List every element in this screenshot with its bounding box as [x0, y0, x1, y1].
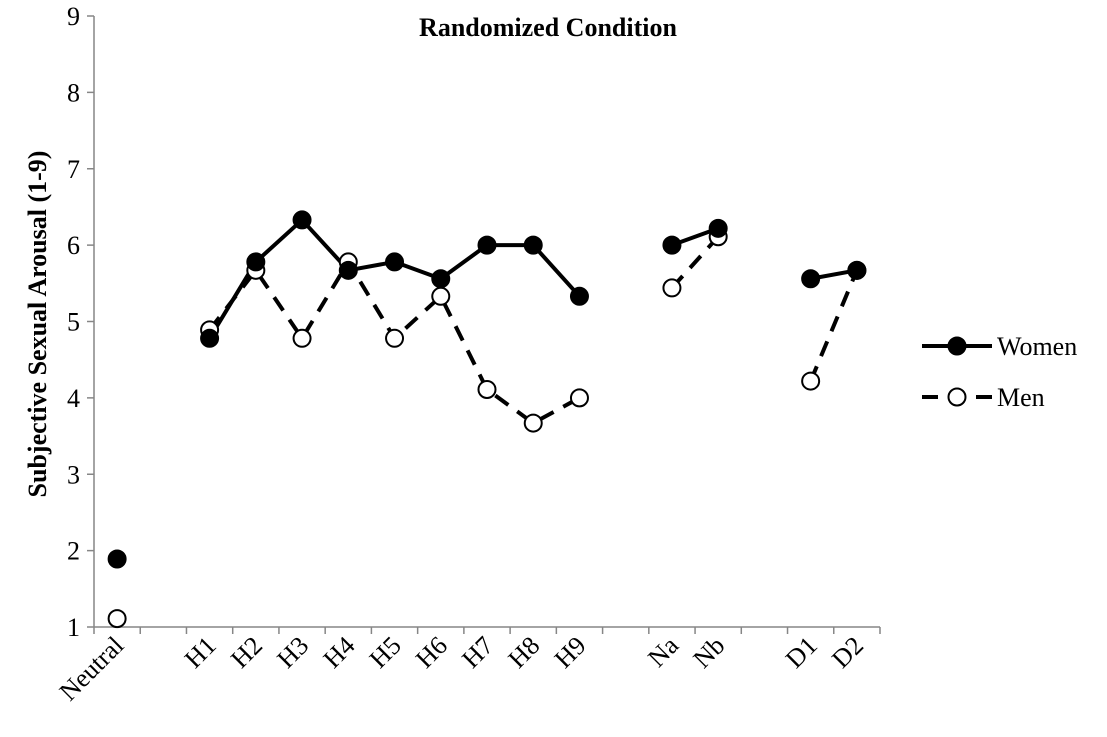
data-point-women — [246, 252, 266, 272]
y-tick-label: 3 — [67, 460, 80, 489]
data-point-men — [569, 388, 589, 408]
legend-item-men: Men — [922, 383, 1045, 412]
data-point-women — [708, 218, 728, 238]
x-tick-label: D1 — [780, 631, 823, 674]
y-tick-label: 5 — [67, 308, 80, 337]
data-point-men — [523, 413, 543, 433]
data-point-men — [292, 328, 312, 348]
x-tick-label: H1 — [179, 631, 222, 674]
y-tick-label: 1 — [67, 613, 80, 642]
data-point-women — [385, 252, 405, 272]
legend-label: Men — [997, 383, 1045, 412]
data-point-women — [801, 269, 821, 289]
x-tick-label: Na — [642, 630, 684, 672]
data-point-women — [477, 235, 497, 255]
x-tick-label: H5 — [364, 631, 407, 674]
x-tick-label: Neutral — [54, 631, 130, 707]
legend: Women Men — [922, 332, 1077, 412]
data-point-men — [801, 371, 821, 391]
data-point-men — [107, 609, 127, 629]
legend-marker — [947, 336, 967, 356]
data-point-women — [523, 235, 543, 255]
y-tick-label: 4 — [67, 384, 80, 413]
data-point-men — [662, 278, 682, 298]
data-point-women — [338, 260, 358, 280]
x-tick-label: H8 — [502, 631, 545, 674]
series-markers — [107, 210, 867, 629]
data-point-men — [477, 379, 497, 399]
x-tick-label: H9 — [549, 631, 592, 674]
legend-marker — [947, 387, 967, 407]
series-line-women — [207, 217, 581, 340]
data-point-men — [431, 286, 451, 306]
x-tick-label: H2 — [225, 631, 268, 674]
y-tick-label: 7 — [67, 155, 80, 184]
data-point-women — [431, 269, 451, 289]
series-line-men — [670, 235, 720, 290]
x-tick-label: D2 — [826, 631, 869, 674]
data-point-women — [569, 286, 589, 306]
chart-title: Randomized Condition — [419, 13, 677, 42]
y-tick-label: 9 — [67, 2, 80, 31]
x-tick-label: Nb — [687, 631, 730, 674]
x-tick-label: H3 — [271, 631, 314, 674]
data-point-women — [847, 260, 867, 280]
data-point-women — [292, 210, 312, 230]
legend-label: Women — [997, 332, 1077, 361]
data-point-women — [107, 549, 127, 569]
y-tick-label: 6 — [67, 231, 80, 260]
legend-item-women: Women — [922, 332, 1077, 361]
y-tick-label: 2 — [67, 537, 80, 566]
x-tick-label: H4 — [318, 631, 361, 674]
data-point-men — [385, 328, 405, 348]
y-axis-label: Subjective Sexual Arousal (1-9) — [23, 151, 52, 498]
data-point-women — [662, 235, 682, 255]
series-line-men — [808, 269, 859, 382]
x-tick-label: H7 — [456, 631, 499, 674]
x-tick-label: H6 — [410, 631, 453, 674]
y-tick-label: 8 — [67, 78, 80, 107]
data-point-women — [200, 328, 220, 348]
axes: 1 2 3 4 5 6 7 8 9 Neutral H1 H2 H3 H4 H5 H6 H7 H8 H9 Na Nb D1… — [54, 2, 881, 707]
